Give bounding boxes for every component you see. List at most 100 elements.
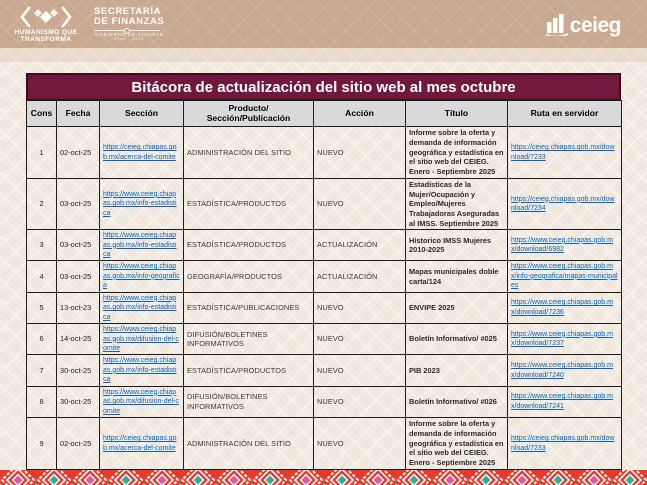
top-header-bar: HUMANISMO QUE TRANSFORMA SECRETARÍA DE F… xyxy=(0,0,647,48)
accion-cell: NUEVO xyxy=(313,323,406,356)
agency-line1: SECRETARÍA xyxy=(94,5,162,17)
fecha-cell: 03-oct-25 xyxy=(56,229,100,262)
cons-cell: 1 xyxy=(26,126,57,179)
ruta-link[interactable]: https://www.ceieg.chiapas.gob.mx/downloa… xyxy=(511,362,613,379)
table-row: 2 03-oct-25 https://www.ceieg.chiapas.gob.… xyxy=(26,177,622,231)
table-row: 1 02-oct-25 https://ceieg.chiapas.gob.mx/a… xyxy=(26,126,622,179)
producto-cell: GEOGRAFÍA/PRODUCTOS xyxy=(183,260,314,293)
motto-line2: TRANSFORMA xyxy=(20,35,72,43)
agency-subtitle: GOBIERNO DE CHIAPAS xyxy=(94,31,164,37)
fecha-cell: 03-oct-25 xyxy=(56,260,100,293)
cons-cell: 7 xyxy=(26,354,57,387)
log-table: Cons Fecha Sección Producto/ Sección/Pub… xyxy=(26,100,622,470)
titulo-cell: Boletín Informativo/ #025 xyxy=(405,323,508,356)
titulo-cell: Mapas municipales doble carta/124 xyxy=(405,260,508,293)
seccion-link[interactable]: https://ceieg.chiapas.gob.mx/acerca-del-… xyxy=(103,144,177,161)
fecha-cell: 13-oct-23 xyxy=(56,291,100,325)
ruta-link[interactable]: https://ceieg.chiapas.gob.mx/download/72… xyxy=(511,195,615,213)
accion-cell: NUEVO xyxy=(313,126,406,179)
ruta-link-cell: https://www.ceieg.chiapas.gob.mx/downloa… xyxy=(507,229,622,262)
seccion-link-cell: https://www.ceieg.chiapas.gob.mx/info-es… xyxy=(99,291,184,325)
fecha-cell: 30-oct-25 xyxy=(56,354,100,387)
col-header-producto: Producto/ Sección/Publicación xyxy=(183,100,314,127)
ruta-link-cell: https://www.ceieg.chiapas.gob.mx/downloa… xyxy=(507,291,622,325)
ruta-link-cell: https://ceieg.chiapas.gob.mx/download/72… xyxy=(507,417,622,470)
producto-cell: ESTADÍSTICA/PRODUCTOS xyxy=(183,177,314,231)
seccion-link-cell: https://www.ceieg.chiapas.gob.mx/info-es… xyxy=(99,354,184,387)
table-row: 3 03-oct-25 https://www.ceieg.chiapas.gob.… xyxy=(26,229,622,262)
table-body: 1 02-oct-25 https://ceieg.chiapas.gob.mx/a… xyxy=(26,126,622,470)
ruta-link[interactable]: https://ceieg.chiapas.gob.mx/download/72… xyxy=(511,435,615,452)
producto-cell: DIFUSIÓN/BOLETINES INFORMATIVOS xyxy=(183,385,314,419)
motto: HUMANISMO QUE TRANSFORMA xyxy=(14,28,78,44)
table-row: 8 30-oct-25 https://www.ceieg.chiapas.gob.… xyxy=(26,385,622,419)
ceieg-wordmark: ceieg xyxy=(569,14,622,38)
table-row: 7 30-oct-25 https://www.ceieg.chiapas.gob.… xyxy=(26,354,622,387)
ruta-link[interactable]: https://www.ceieg.chiapas.gob.mx/downloa… xyxy=(511,236,613,254)
agency-line2: DE FINANZAS xyxy=(94,16,165,28)
cons-cell: 2 xyxy=(26,177,57,231)
ceieg-bars-icon xyxy=(545,14,568,36)
bitacora-table: Bitácora de actualización del sitio web … xyxy=(26,73,622,470)
table-row: 9 02-oct-25 https://ceieg.chiapas.gob.mx/a… xyxy=(26,417,622,470)
seccion-link-cell: https://www.ceieg.chiapas.gob.mx/info-es… xyxy=(99,177,184,231)
table-row: 6 14-oct-25 https://www.ceieg.chiapas.gob.… xyxy=(26,323,622,356)
producto-cell: ADMINISTRACIÓN DEL SITIO xyxy=(183,417,314,470)
accion-cell: NUEVO xyxy=(313,354,406,387)
accion-cell: NUEVO xyxy=(313,385,406,419)
cons-cell: 6 xyxy=(26,323,57,356)
titulo-cell: Historico IMSS Mujeres 2010-2025 xyxy=(405,229,508,262)
ceieg-logo: ceieg xyxy=(545,12,622,38)
seccion-link[interactable]: https://www.ceieg.chiapas.gob.mx/info-es… xyxy=(103,357,177,384)
fecha-cell: 03-oct-25 xyxy=(56,177,100,231)
accion-cell: NUEVO xyxy=(313,177,406,231)
ruta-link[interactable]: https://www.ceieg.chiapas.gob.mx/downloa… xyxy=(511,393,613,410)
seccion-link-cell: https://www.ceieg.chiapas.gob.mx/difusio… xyxy=(99,385,184,419)
col-header-titulo: Título xyxy=(405,100,508,127)
col-header-accion: Acción xyxy=(313,100,406,127)
ruta-link-cell: https://www.ceieg.chiapas.gob.mx/info-ge… xyxy=(507,260,622,293)
motto-line1: HUMANISMO QUE xyxy=(14,28,78,36)
ruta-link-cell: https://ceieg.chiapas.gob.mx/download/72… xyxy=(507,177,622,231)
humanismo-logo-icon xyxy=(20,6,72,27)
accion-cell: ACTUALIZACIÓN xyxy=(313,229,406,262)
col-header-fecha: Fecha xyxy=(56,100,100,127)
seccion-link[interactable]: https://ceieg.chiapas.gob.mx/acerca-del-… xyxy=(103,435,177,452)
ruta-link[interactable]: https://ceieg.chiapas.gob.mx/download/72… xyxy=(511,144,615,161)
titulo-cell: Boletín Informativo/ #026 xyxy=(405,385,508,419)
producto-cell: ADMINISTRACIÓN DEL SITIO xyxy=(183,126,314,179)
agency-years: 2024 - 2030 xyxy=(114,37,145,42)
humanismo-brand: HUMANISMO QUE TRANSFORMA xyxy=(10,5,82,44)
fecha-cell: 14-oct-25 xyxy=(56,323,100,356)
content-area: Bitácora de actualización del sitio web … xyxy=(0,48,647,470)
col-header-ruta: Ruta en servidor xyxy=(507,100,622,127)
accion-cell: ACTUALIZACIÓN xyxy=(313,260,406,293)
seccion-link[interactable]: https://www.ceieg.chiapas.gob.mx/info-es… xyxy=(103,294,177,321)
seccion-link-cell: https://www.ceieg.chiapas.gob.mx/info-ge… xyxy=(99,260,184,293)
table-title: Bitácora de actualización del sitio web … xyxy=(26,73,621,100)
cons-cell: 3 xyxy=(26,229,57,262)
cons-cell: 9 xyxy=(26,417,57,470)
seccion-link-cell: https://www.ceieg.chiapas.gob.mx/difusio… xyxy=(99,323,184,356)
agency-name: SECRETARÍA DE FINANZAS xyxy=(94,5,165,28)
accion-cell: NUEVO xyxy=(313,291,406,325)
header-row: Cons Fecha Sección Producto/ Sección/Pub… xyxy=(26,100,622,127)
fecha-cell: 30-oct-25 xyxy=(56,385,100,419)
seccion-link[interactable]: https://www.ceieg.chiapas.gob.mx/difusio… xyxy=(103,326,179,352)
producto-cell: ESTADÍSTICA/PUBLICACIONES xyxy=(183,291,314,325)
seccion-link[interactable]: https://www.ceieg.chiapas.gob.mx/info-ge… xyxy=(103,263,180,290)
table-row: 4 03-oct-25 https://www.ceieg.chiapas.gob.… xyxy=(26,260,622,293)
producto-cell: ESTADÍSTICA/PRODUCTOS xyxy=(183,354,314,387)
seccion-link[interactable]: https://www.ceieg.chiapas.gob.mx/difusio… xyxy=(103,388,179,415)
titulo-cell: PIB 2023 xyxy=(405,354,508,387)
seccion-link[interactable]: https://www.ceieg.chiapas.gob.mx/info-es… xyxy=(103,232,177,258)
cons-cell: 8 xyxy=(26,385,57,419)
titulo-cell: Informe sobre la oferta y demanda de inf… xyxy=(405,126,508,179)
ruta-link-cell: https://www.ceieg.chiapas.gob.mx/downloa… xyxy=(507,385,622,419)
ruta-link[interactable]: https://www.ceieg.chiapas.gob.mx/downloa… xyxy=(511,330,613,348)
fecha-cell: 02-oct-25 xyxy=(56,126,100,179)
seccion-link[interactable]: https://www.ceieg.chiapas.gob.mx/info-es… xyxy=(103,190,177,217)
ruta-link[interactable]: https://www.ceieg.chiapas.gob.mx/downloa… xyxy=(511,299,613,316)
ruta-link[interactable]: https://www.ceieg.chiapas.gob.mx/info-ge… xyxy=(511,263,618,290)
producto-cell: ESTADÍSTICA/PRODUCTOS xyxy=(183,229,314,262)
